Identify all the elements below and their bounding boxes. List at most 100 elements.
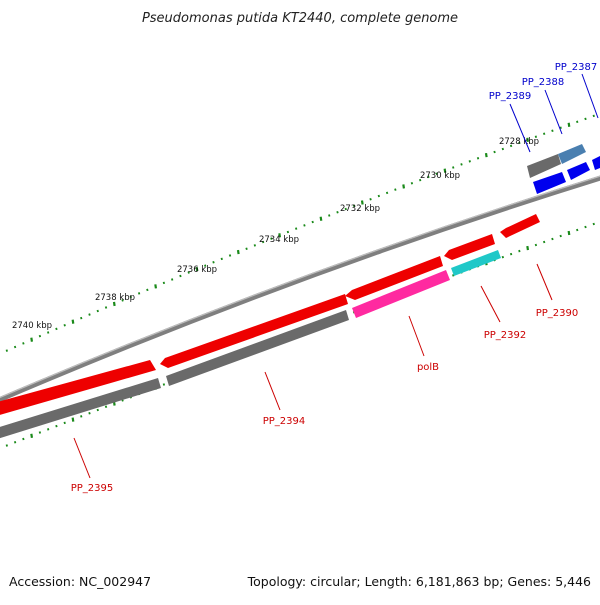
- tick-mark: [162, 383, 166, 386]
- map-title: Pseudomonas putida KT2440, complete geno…: [142, 11, 458, 26]
- tick-label: 2728 kbp: [499, 137, 539, 147]
- tick-label: 2734 kbp: [259, 235, 299, 245]
- tick-labels: 2728 kbp 2730 kbp 2732 kbp 2734 kbp 2736 kbp…: [12, 137, 539, 331]
- tick-label: 2730 kbp: [420, 171, 460, 181]
- tick-mark: [509, 144, 513, 148]
- callout-line: [509, 103, 531, 153]
- tick-mark: [385, 191, 389, 195]
- cds-feature: [345, 256, 443, 300]
- tick-mark: [88, 411, 91, 415]
- tick-mark: [559, 126, 562, 130]
- tick-mark: [162, 281, 166, 285]
- tick-mark: [559, 234, 562, 238]
- tick-mark: [179, 274, 182, 278]
- tick-mark: [584, 225, 587, 229]
- tick-mark: [534, 135, 538, 139]
- tick-mark: [419, 178, 422, 182]
- gene-feature: [166, 310, 349, 386]
- tick-mark: [319, 216, 323, 221]
- tick-mark: [344, 207, 347, 211]
- tick-mark: [13, 440, 17, 444]
- tick-mark: [476, 156, 480, 160]
- tick-mark: [427, 175, 430, 179]
- tick-mark: [501, 147, 504, 151]
- tick-mark: [63, 421, 66, 425]
- tick-mark: [576, 228, 579, 232]
- tick-mark: [30, 433, 34, 438]
- tick-label: 2732 kbp: [340, 204, 380, 214]
- cds-feature: [160, 294, 348, 368]
- cds-feature-forward: [567, 162, 590, 180]
- tick-mark: [236, 249, 240, 255]
- tick-mark: [460, 163, 463, 166]
- gene-label: polB: [417, 362, 439, 373]
- tick-mark: [493, 150, 496, 154]
- tick-mark: [146, 288, 149, 292]
- tick-mark: [22, 342, 25, 345]
- gene-label: PP_2395: [71, 483, 114, 494]
- tick-mark: [88, 313, 91, 316]
- callout-line: [408, 315, 425, 357]
- tick-mark: [410, 182, 414, 185]
- tick-mark: [468, 160, 471, 163]
- cds-feature: [444, 234, 495, 260]
- tick-mark: [336, 210, 339, 214]
- tick-mark: [584, 117, 587, 121]
- callout-line: [480, 285, 501, 323]
- gene-label: PP_2392: [484, 330, 527, 341]
- tick-mark: [592, 114, 595, 118]
- tick-label: 2740 kbp: [12, 321, 52, 331]
- tick-mark: [104, 405, 108, 409]
- tick-mark: [501, 255, 504, 259]
- tick-label: 2736 kbp: [177, 265, 217, 275]
- tick-mark: [543, 240, 546, 244]
- tick-mark: [30, 337, 34, 342]
- tick-mark: [212, 261, 215, 264]
- gene-feature: [0, 378, 161, 439]
- gene-callouts: PP_2387 PP_2388 PP_2389 PP_2390 PP_2392 …: [71, 62, 599, 494]
- tick-mark: [47, 428, 50, 431]
- tick-mark: [63, 324, 66, 327]
- tick-mark: [38, 334, 42, 338]
- cds-feature: [0, 360, 156, 415]
- tick-mark: [311, 220, 314, 224]
- tick-mark: [104, 306, 108, 309]
- callout-line: [544, 89, 563, 135]
- tick-label: 2738 kbp: [95, 293, 135, 303]
- tick-mark: [204, 264, 207, 267]
- tick-mark: [22, 437, 25, 441]
- tick-mark: [576, 120, 579, 124]
- gene-label: PP_2394: [263, 416, 306, 427]
- tick-mark: [55, 327, 58, 331]
- tick-mark: [352, 204, 356, 207]
- tick-mark: [129, 295, 132, 299]
- tick-mark: [71, 417, 75, 422]
- tick-mark: [195, 266, 199, 272]
- tick-mark: [394, 188, 397, 191]
- tick-mark: [592, 222, 595, 226]
- tick-mark: [137, 292, 141, 295]
- cds-feature-forward: [533, 172, 566, 194]
- tick-mark: [452, 166, 455, 169]
- tick-mark: [435, 172, 438, 176]
- tick-mark: [369, 197, 372, 201]
- tick-mark: [228, 254, 232, 257]
- tick-mark: [402, 184, 406, 189]
- tick-mark: [96, 408, 99, 412]
- topology-summary-text: Topology: circular; Length: 6,181,863 bp…: [247, 574, 591, 589]
- tick-mark: [55, 424, 58, 428]
- polb-feature: [352, 270, 450, 318]
- cds-feature: [500, 214, 540, 238]
- gene-label: PP_2390: [536, 308, 579, 319]
- tick-mark: [278, 233, 282, 238]
- tick-mark: [534, 243, 538, 247]
- tick-mark: [518, 141, 521, 145]
- gene-label: PP_2387: [555, 62, 598, 73]
- tick-mark: [261, 240, 265, 244]
- tick-mark: [551, 237, 554, 241]
- tick-mark: [518, 249, 521, 253]
- tick-mark: [543, 132, 546, 136]
- callout-line: [536, 263, 553, 301]
- tick-mark: [187, 271, 190, 274]
- tick-mark: [526, 245, 530, 251]
